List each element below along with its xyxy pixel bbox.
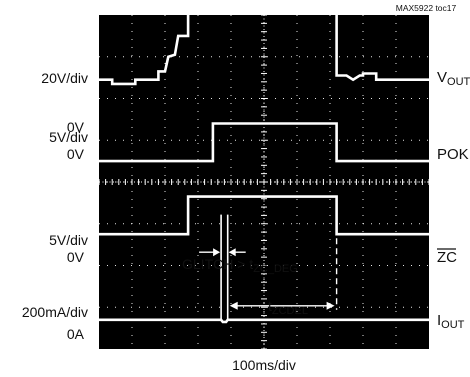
pok-zero-label: 0V (67, 146, 85, 162)
trace-vout (99, 0, 429, 86)
vout-zero-label: 0V (67, 119, 85, 135)
vout-scale-label: 20V/div (41, 70, 88, 86)
zc-zero-label: 0V (67, 249, 85, 265)
glitch-arrowhead-left (213, 248, 221, 257)
glitch-annotation: GLITCH > tZC_DEG (182, 256, 298, 275)
iout-scale-label: 200mA/div (22, 304, 88, 320)
pok-channel-name: POK (437, 146, 469, 163)
iout-zero-label: 0A (67, 326, 85, 342)
zc-channel-name: ZC (437, 249, 457, 266)
figure-id: MAX5922 toc17 (396, 3, 457, 13)
delay-annotation: tZCDEL (268, 298, 308, 317)
delay-arrowhead-left (229, 301, 238, 310)
trace-iout (99, 318, 429, 324)
x-scale-label: 100ms/div (232, 357, 296, 373)
trace-pok (99, 122, 429, 163)
vout-channel-name: VOUT (437, 69, 470, 88)
trace-zc (99, 195, 429, 236)
delay-arrowhead-right (326, 301, 335, 310)
pok-scale-label: 5V/div (49, 129, 88, 145)
iout-channel-name: IOUT (437, 312, 465, 331)
zc-scale-label: 5V/div (49, 232, 88, 248)
glitch-arrowhead-right (228, 248, 236, 257)
